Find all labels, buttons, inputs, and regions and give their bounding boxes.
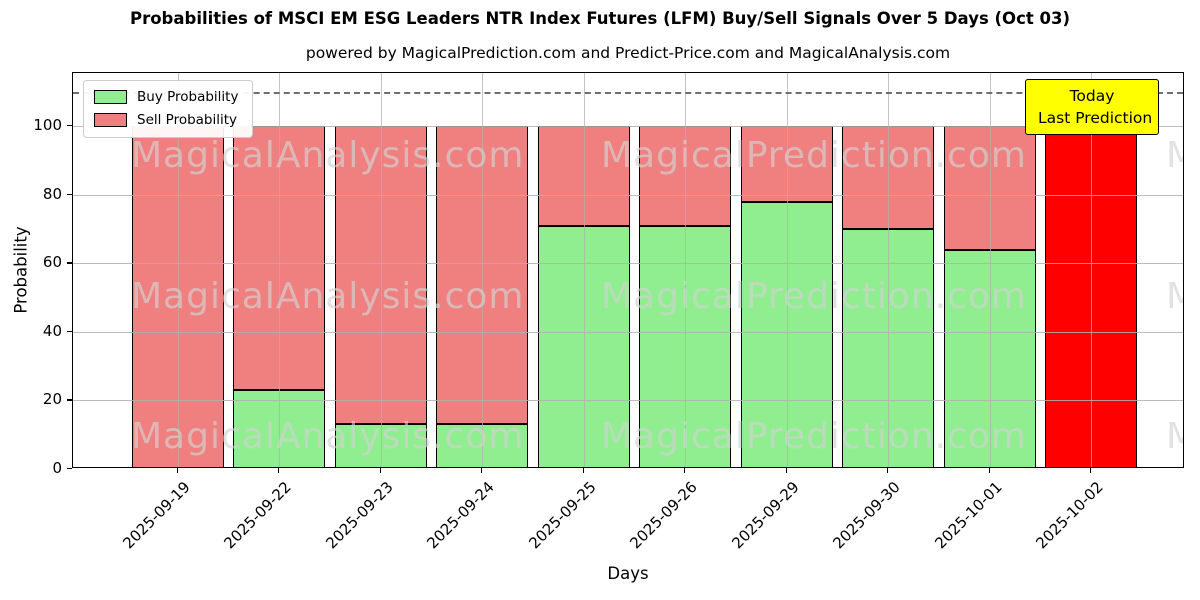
- vertical-gridline: [380, 73, 382, 467]
- x-tick-label: 2025-09-23: [321, 478, 397, 553]
- y-tick-mark: [67, 330, 72, 333]
- chart-title: Probabilities of MSCI EM ESG Leaders NTR…: [129, 9, 1071, 28]
- watermark-right: MagicalPrediction.com: [601, 135, 1027, 176]
- watermark-partial: MagicalAnalysis.com: [1166, 276, 1183, 317]
- vertical-gridline: [482, 73, 483, 467]
- vertical-gridline: [989, 73, 991, 467]
- x-tick-label: 2025-09-24: [423, 478, 498, 553]
- x-tick-mark: [481, 468, 483, 473]
- watermark-right: MagicalPrediction.com: [601, 276, 1027, 317]
- watermark-right: MagicalPrediction.com: [601, 416, 1027, 457]
- chart-subtitle: powered by MagicalPrediction.com and Pre…: [305, 44, 951, 62]
- y-tick-label: 40: [42, 321, 62, 340]
- x-tick-label: 2025-09-30: [829, 478, 904, 553]
- horizontal-gridline: [73, 400, 1183, 402]
- x-tick-label: 2025-09-25: [524, 478, 600, 553]
- legend-item-sell: Sell Probability: [94, 112, 238, 128]
- y-tick-mark: [67, 468, 72, 470]
- x-tick-mark: [1090, 468, 1092, 473]
- plot-area: Buy Probability Sell Probability Today L…: [72, 72, 1184, 468]
- x-tick-mark: [278, 468, 280, 473]
- horizontal-gridline: [73, 331, 1183, 333]
- sell-color-swatch: [94, 113, 127, 127]
- x-tick-mark: [785, 468, 787, 473]
- y-tick-mark: [67, 262, 72, 264]
- legend-item-buy: Buy Probability: [94, 89, 238, 105]
- x-tick-mark: [379, 468, 381, 473]
- today-annotation-line2: Last Prediction: [1038, 109, 1153, 127]
- today-annotation-line1: Today: [1069, 87, 1115, 105]
- watermark-partial: MagicalAnalysis.com: [1166, 416, 1183, 457]
- x-tick-mark: [887, 468, 889, 473]
- horizontal-gridline: [73, 126, 1183, 128]
- y-tick-label: 80: [42, 184, 62, 203]
- x-tick-label: 2025-10-01: [930, 478, 1006, 553]
- today-annotation-box: Today Last Prediction: [1025, 79, 1159, 135]
- y-tick-mark: [67, 193, 72, 195]
- x-tick-label: 2025-09-26: [626, 478, 701, 553]
- legend: Buy Probability Sell Probability: [83, 80, 254, 138]
- vertical-gridline: [279, 73, 280, 467]
- y-tick-label: 0: [52, 459, 62, 477]
- y-tick-label: 20: [42, 390, 62, 409]
- vertical-gridline: [888, 73, 889, 467]
- vertical-gridline: [583, 73, 585, 467]
- horizontal-gridline: [73, 194, 1183, 196]
- x-axis-label: Days: [607, 564, 649, 583]
- x-tick-label: 2025-09-19: [118, 478, 194, 553]
- watermark-left: MagicalAnalysis.com: [131, 416, 525, 457]
- buy-color-swatch: [94, 90, 127, 104]
- x-tick-mark: [988, 468, 990, 473]
- y-tick-mark: [67, 125, 72, 127]
- vertical-gridline: [786, 73, 788, 467]
- x-tick-label: 2025-09-29: [727, 478, 803, 553]
- dashed-threshold-line: [73, 91, 1183, 94]
- vertical-gridline: [177, 73, 179, 467]
- legend-sell-label: Sell Probability: [137, 112, 238, 128]
- legend-buy-label: Buy Probability: [137, 89, 239, 105]
- y-tick-mark: [67, 399, 72, 401]
- vertical-gridline: [1091, 73, 1092, 467]
- y-tick-label: 100: [33, 116, 62, 135]
- watermark-left: MagicalAnalysis.com: [131, 135, 525, 176]
- horizontal-gridline: [73, 263, 1183, 265]
- x-tick-label: 2025-10-02: [1032, 478, 1107, 553]
- x-tick-mark: [176, 468, 178, 473]
- watermark-partial: MagicalAnalysis.com: [1166, 135, 1183, 176]
- watermark-left: MagicalAnalysis.com: [131, 276, 525, 317]
- y-tick-label: 60: [42, 253, 62, 272]
- vertical-gridline: [685, 73, 686, 467]
- x-tick-mark: [684, 468, 686, 473]
- x-tick-mark: [582, 468, 584, 473]
- x-tick-label: 2025-09-22: [220, 478, 295, 553]
